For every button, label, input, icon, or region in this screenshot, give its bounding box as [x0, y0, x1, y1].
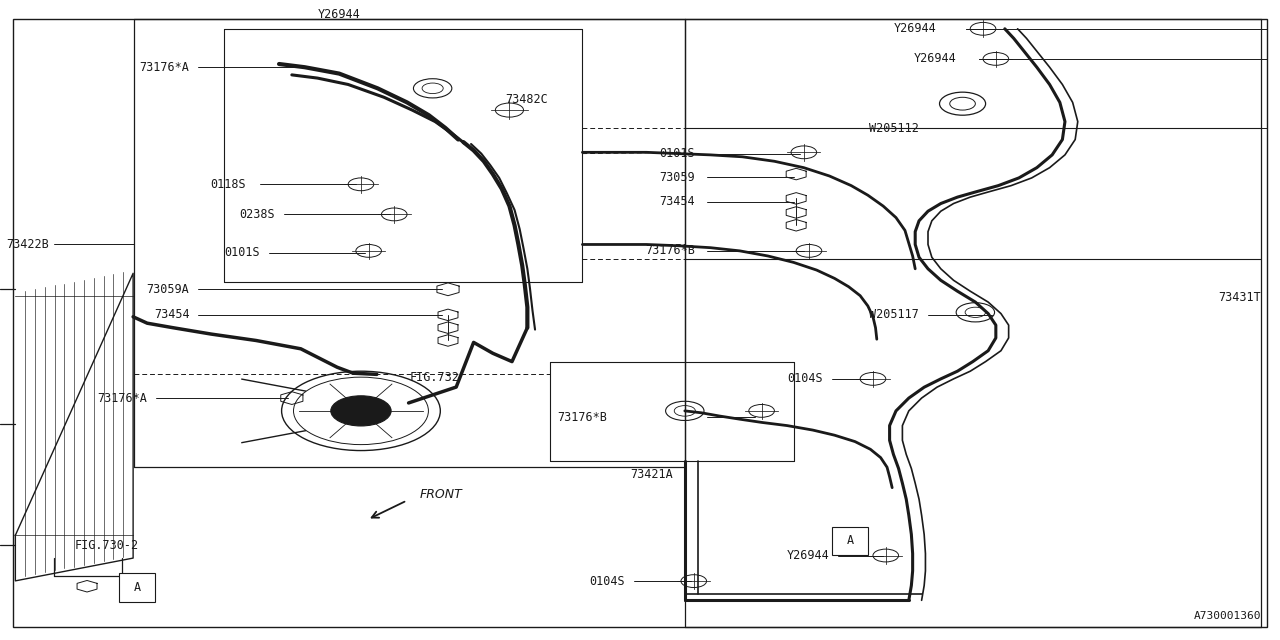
Text: A: A: [846, 534, 854, 547]
Text: 73431T: 73431T: [1219, 291, 1261, 304]
Text: 0238S: 0238S: [239, 208, 275, 221]
Text: 0101S: 0101S: [659, 147, 695, 160]
Text: 73454: 73454: [659, 195, 695, 208]
Text: 0118S: 0118S: [210, 178, 246, 191]
Bar: [119, 573, 155, 602]
Text: A730001360: A730001360: [1193, 611, 1261, 621]
Text: 0104S: 0104S: [589, 575, 625, 588]
Text: 0104S: 0104S: [787, 372, 823, 385]
Text: A: A: [133, 581, 141, 594]
Text: FRONT: FRONT: [420, 488, 462, 500]
Text: W205112: W205112: [869, 122, 919, 134]
Circle shape: [330, 396, 392, 426]
Text: Y26944: Y26944: [914, 52, 956, 65]
Text: Y26944: Y26944: [317, 8, 361, 21]
Text: 73482C: 73482C: [506, 93, 548, 106]
Text: 73176*B: 73176*B: [557, 411, 607, 424]
Text: 73059: 73059: [659, 171, 695, 184]
Text: Y26944: Y26944: [787, 549, 829, 562]
Text: 73176*B: 73176*B: [645, 244, 695, 257]
Text: W205117: W205117: [869, 308, 919, 321]
Bar: [832, 527, 868, 555]
Text: 73176*A: 73176*A: [97, 392, 147, 404]
Text: 73422B: 73422B: [6, 238, 49, 251]
Text: FIG.732: FIG.732: [410, 371, 460, 384]
Text: Y26944: Y26944: [895, 22, 937, 35]
Text: 73176*A: 73176*A: [140, 61, 189, 74]
Text: 73454: 73454: [154, 308, 189, 321]
Text: 73059A: 73059A: [147, 283, 189, 296]
Text: 0101S: 0101S: [224, 246, 260, 259]
Text: FIG.730-2: FIG.730-2: [74, 539, 138, 552]
Text: 73421A: 73421A: [630, 468, 672, 481]
